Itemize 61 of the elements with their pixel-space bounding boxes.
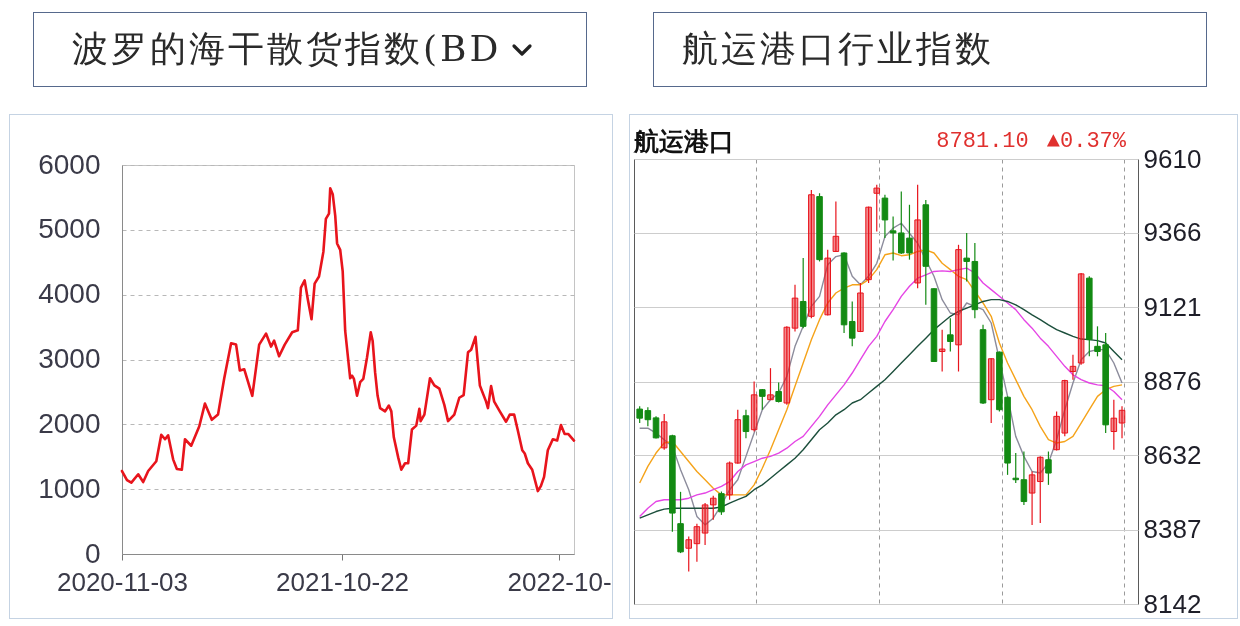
candlestick: [1069, 354, 1077, 381]
candlestick: [767, 367, 774, 401]
candlestick: [914, 184, 921, 289]
candlestick: [1036, 455, 1044, 524]
y-tick-label: 2000: [38, 407, 101, 439]
candlestick: [1077, 272, 1085, 366]
candlestick: [1053, 410, 1060, 452]
candlestick: [750, 380, 758, 433]
y-tick-label: 8876: [1143, 366, 1202, 396]
candlestick: [1061, 379, 1069, 437]
y-tick-label: 8387: [1143, 514, 1202, 545]
chart-title: 航运港口行业指数: [682, 27, 994, 71]
candlestick: [652, 415, 660, 440]
candlestick: [873, 184, 881, 233]
candlestick: [1045, 450, 1052, 486]
text: 8781.10: [936, 128, 1029, 154]
candlestick: [701, 502, 709, 546]
candlestick: [742, 409, 750, 439]
chart-title: 波罗的海干散货指数(BD: [72, 27, 502, 71]
x-tick-label: 2020-11-03: [56, 566, 189, 597]
candlestick: [947, 317, 954, 353]
candlestick: [660, 413, 668, 451]
candlestick: [1028, 470, 1036, 526]
y-tick-label: 5000: [38, 213, 101, 245]
candlestick: [865, 205, 872, 284]
candlestick: [857, 282, 864, 333]
candlestick: [832, 200, 840, 253]
candlestick: [848, 300, 856, 347]
x-tick-label: 2022-10-: [507, 566, 612, 597]
candlestick: [1110, 399, 1118, 451]
text: ▲0.37%: [1046, 128, 1126, 154]
y-tick-label: 3000: [38, 343, 101, 374]
candlestick: [881, 194, 889, 239]
candlestick: [824, 249, 831, 317]
y-tick-label: 9121: [1143, 291, 1202, 322]
y-tick-label: 8632: [1143, 439, 1202, 470]
line-series: [120, 187, 576, 493]
y-tick-label: 8142: [1143, 588, 1202, 619]
x-tick-label: 2021-10-22: [276, 566, 410, 597]
y-tick-label: 1000: [38, 472, 101, 504]
candlestick: [1118, 405, 1126, 439]
y-tick-label: 4000: [38, 278, 101, 310]
candlestick: [791, 284, 799, 333]
candlestick: [783, 325, 791, 406]
y-tick-label: 9366: [1143, 217, 1202, 248]
candlestick: [709, 495, 717, 521]
candlestick: [938, 329, 946, 373]
candlestick: [808, 189, 815, 319]
candlestick: [685, 535, 693, 573]
candlestick: [955, 244, 962, 373]
candlestick: [759, 388, 766, 411]
y-tick-label: 9610: [1143, 143, 1202, 174]
chart-subtitle: 航运港口: [634, 125, 734, 158]
candlestick: [987, 357, 995, 424]
candlestick: [726, 460, 733, 501]
candlestick: [693, 523, 701, 563]
y-tick-label: 6000: [38, 148, 101, 180]
candlestick: [734, 409, 742, 465]
y-tick-label: 0: [84, 537, 101, 569]
candlestick: [718, 490, 725, 516]
line-series: [638, 222, 1123, 526]
